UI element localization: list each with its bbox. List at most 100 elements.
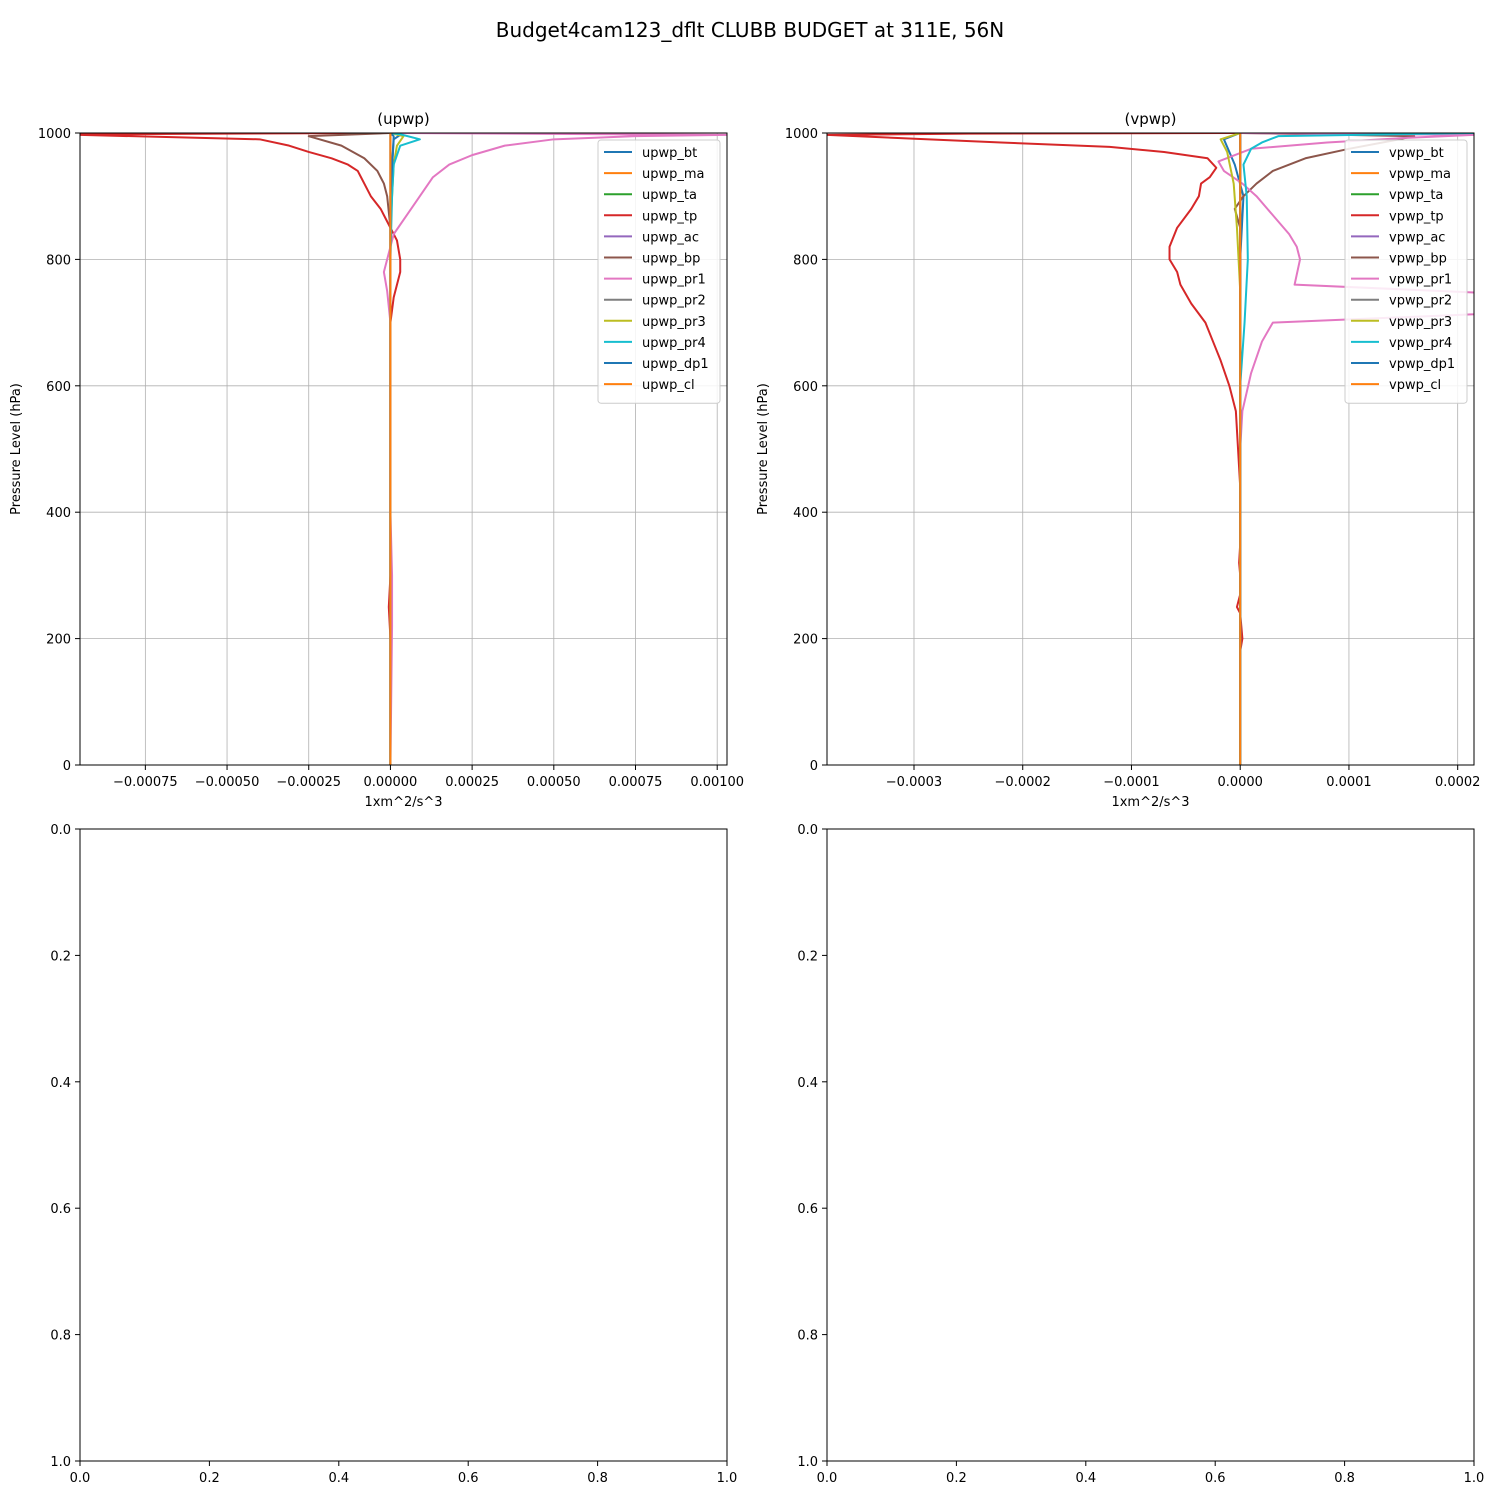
y-tick-label: 0: [63, 759, 71, 774]
x-tick-label: 0.2: [199, 1471, 220, 1486]
legend-box: [1344, 139, 1468, 404]
y-tick-label: 0.0: [797, 823, 818, 838]
y-tick-label: 200: [46, 633, 71, 648]
y-tick-label: 800: [46, 253, 71, 268]
y-axis-label: Pressure Level (hPa): [9, 383, 24, 515]
series-line-upwp_tp: [80, 133, 402, 765]
x-tick-label: 0.00025: [445, 775, 499, 790]
legend-label: upwp_bt: [642, 146, 697, 161]
legend-label: upwp_pr3: [642, 315, 706, 330]
legend-label: vpwp_tp: [1389, 209, 1444, 224]
y-tick-label: 0: [810, 759, 818, 774]
x-tick-label: 0.8: [587, 1471, 608, 1486]
axes-frame: [79, 132, 728, 766]
series-group: [827, 133, 1474, 765]
y-tick-label: 1000: [38, 127, 71, 142]
panel-vpwp: −0.0003 −0.0002 −0.0001 0.0000 0.0001 0.0002 0…: [756, 110, 1481, 810]
series-line-upwp_pr4: [389, 133, 421, 765]
y-tick-label: 1000: [785, 127, 818, 142]
x-tick-label: 0.00050: [527, 775, 581, 790]
x-tick-label: 0.6: [1205, 1471, 1226, 1486]
x-tick-label: −0.00075: [113, 775, 178, 790]
axes-frame: [79, 828, 728, 1462]
legend-label: vpwp_pr3: [1389, 315, 1452, 330]
legend-label: upwp_dp1: [642, 357, 709, 372]
y-tick-label: 0.8: [797, 1329, 818, 1344]
legend-label: upwp_bp: [642, 252, 700, 267]
x-tick-label: −0.00025: [276, 775, 341, 790]
x-tick-label: 0.00100: [690, 775, 744, 790]
legend-label: vpwp_pr4: [1389, 336, 1452, 351]
legend-box: [597, 139, 721, 404]
legend-label: upwp_tp: [642, 209, 697, 224]
series-line-vpwp_pr4: [1239, 133, 1474, 765]
axes-frame: [826, 132, 1475, 766]
series-group: [80, 133, 727, 765]
legend-label: vpwp_pr1: [1389, 273, 1452, 288]
y-tick-label: 0.8: [50, 1329, 71, 1344]
panel-empty-bottom-left: 0.0 0.2 0.4 0.6 0.8 1.00.00.20.40.60.81.0: [50, 823, 737, 1486]
x-tick-label: 1.0: [717, 1471, 738, 1486]
y-tick-label: 0.2: [797, 949, 818, 964]
x-tick-label: 0.0001: [1326, 775, 1372, 790]
y-tick-label: 600: [46, 380, 71, 395]
x-tick-label: 1.0: [1464, 1471, 1485, 1486]
y-axis-label: Pressure Level (hPa): [756, 383, 771, 515]
legend-label: upwp_pr1: [642, 273, 706, 288]
series-line-upwp_bp: [307, 133, 392, 765]
x-tick-label: −0.0003: [886, 775, 942, 790]
y-tick-label: 400: [793, 506, 818, 521]
legend-label: vpwp_dp1: [1389, 357, 1455, 372]
y-tick-label: 400: [46, 506, 71, 521]
y-tick-label: 0.4: [797, 1076, 818, 1091]
x-tick-label: −0.0001: [1103, 775, 1159, 790]
y-tick-label: 800: [793, 253, 818, 268]
y-tick-label: 200: [793, 633, 818, 648]
x-axis-label: 1xm^2/s^3: [1111, 795, 1189, 810]
legend-label: upwp_pr2: [642, 294, 706, 309]
legend-label: vpwp_ta: [1389, 188, 1443, 203]
legend-label: upwp_cl: [642, 378, 695, 393]
legend: vpwp_bt vpwp_ma vpwp_ta vpwp_tp vpwp_ac vpwp_…: [1344, 139, 1468, 404]
y-tick-label: 0.0: [50, 823, 71, 838]
x-tick-label: 0.0000: [1217, 775, 1263, 790]
legend: upwp_bt upwp_ma upwp_ta upwp_tp upwp_ac upwp_…: [597, 139, 721, 404]
x-tick-label: 0.0002: [1435, 775, 1481, 790]
x-tick-label: 0.8: [1334, 1471, 1355, 1486]
y-tick-label: 0.6: [797, 1202, 818, 1217]
panel-title: (upwp): [377, 110, 430, 128]
y-tick-label: 0.4: [50, 1076, 71, 1091]
x-tick-label: 0.0: [817, 1471, 838, 1486]
x-tick-label: 0.4: [1075, 1471, 1096, 1486]
panel-empty-bottom-right: 0.0 0.2 0.4 0.6 0.8 1.00.00.20.40.60.81.0: [797, 823, 1484, 1486]
y-tick-label: 1.0: [50, 1455, 71, 1470]
legend-label: vpwp_bp: [1389, 252, 1447, 267]
y-tick-label: 1.0: [797, 1455, 818, 1470]
legend-label: upwp_pr4: [642, 336, 706, 351]
y-tick-label: 600: [793, 380, 818, 395]
x-tick-label: −0.0002: [995, 775, 1051, 790]
panel-title: (vpwp): [1125, 110, 1177, 128]
legend-label: vpwp_bt: [1389, 146, 1444, 161]
x-tick-label: 0.00075: [609, 775, 663, 790]
x-tick-label: 0.6: [458, 1471, 479, 1486]
y-tick-label: 0.6: [50, 1202, 71, 1217]
x-tick-label: 0.0: [70, 1471, 91, 1486]
x-tick-label: 0.4: [328, 1471, 349, 1486]
x-tick-label: −0.00050: [195, 775, 260, 790]
x-tick-label: 0.00000: [364, 775, 418, 790]
x-tick-label: 0.2: [946, 1471, 967, 1486]
legend-label: upwp_ta: [642, 188, 697, 203]
axes-frame: [826, 828, 1475, 1462]
legend-label: upwp_ac: [642, 230, 699, 245]
figure-suptitle: Budget4cam123_dflt CLUBB BUDGET at 311E,…: [496, 18, 1004, 42]
series-line-vpwp_pr1: [1217, 133, 1474, 765]
y-tick-label: 0.2: [50, 949, 71, 964]
legend-label: vpwp_ac: [1389, 230, 1445, 245]
legend-label: vpwp_ma: [1389, 167, 1451, 182]
legend-label: upwp_ma: [642, 167, 705, 182]
legend-label: vpwp_cl: [1389, 378, 1441, 393]
x-axis-label: 1xm^2/s^3: [364, 795, 442, 810]
legend-label: vpwp_pr2: [1389, 294, 1452, 309]
